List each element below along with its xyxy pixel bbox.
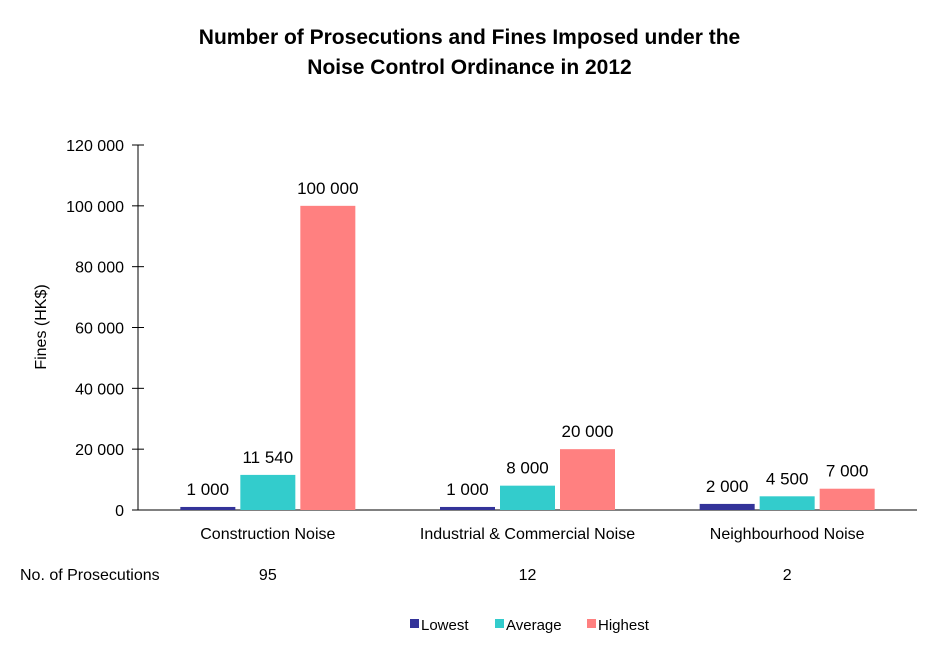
data-label: 100 000 [297, 179, 358, 198]
data-label: 2 000 [706, 477, 749, 496]
y-tick-label: 20 000 [75, 442, 124, 459]
bar-highest [560, 449, 615, 510]
data-label: 4 500 [766, 469, 809, 488]
bar-average [500, 485, 555, 510]
bar-highest [300, 205, 356, 511]
category-label: Industrial & Commercial Noise [420, 526, 635, 543]
y-tick-label: 80 000 [75, 260, 124, 277]
data-label: 1 000 [187, 480, 230, 499]
legend-swatch-lowest [410, 619, 419, 628]
y-axis-label: Fines (HK$) [33, 284, 50, 369]
bar-highest [819, 488, 875, 510]
legend-swatch-average [495, 619, 504, 628]
category-label: Neighbourhood Noise [710, 526, 865, 543]
prosecutions-value: 2 [783, 567, 792, 584]
legend-label-average: Average [506, 617, 562, 634]
data-label: 11 540 [242, 448, 293, 467]
bar-average [240, 474, 296, 510]
bar-average [759, 496, 815, 510]
data-label: 8 000 [506, 459, 549, 478]
legend-label-highest: Highest [598, 617, 650, 634]
y-tick-label: 0 [115, 503, 124, 520]
data-label: 1 000 [446, 480, 489, 499]
prosecutions-label: No. of Prosecutions [20, 567, 160, 584]
legend-swatch-highest [587, 619, 596, 628]
category-label: Construction Noise [200, 526, 335, 543]
data-label: 7 000 [826, 462, 869, 481]
bar-lowest [699, 503, 755, 510]
prosecutions-value: 95 [259, 567, 277, 584]
y-tick-label: 120 000 [66, 138, 124, 155]
data-label: 20 000 [562, 422, 614, 441]
y-tick-label: 100 000 [66, 199, 124, 216]
y-tick-label: 40 000 [75, 381, 124, 398]
bar-lowest [440, 506, 495, 510]
chart-title-line-1: Number of Prosecutions and Fines Imposed… [198, 26, 741, 49]
legend-label-lowest: Lowest [421, 617, 469, 634]
prosecutions-value: 12 [519, 567, 537, 584]
bar-lowest [180, 506, 236, 510]
chart-title-line-2: Noise Control Ordinance in 2012 [307, 56, 632, 79]
y-tick-label: 60 000 [75, 321, 124, 338]
